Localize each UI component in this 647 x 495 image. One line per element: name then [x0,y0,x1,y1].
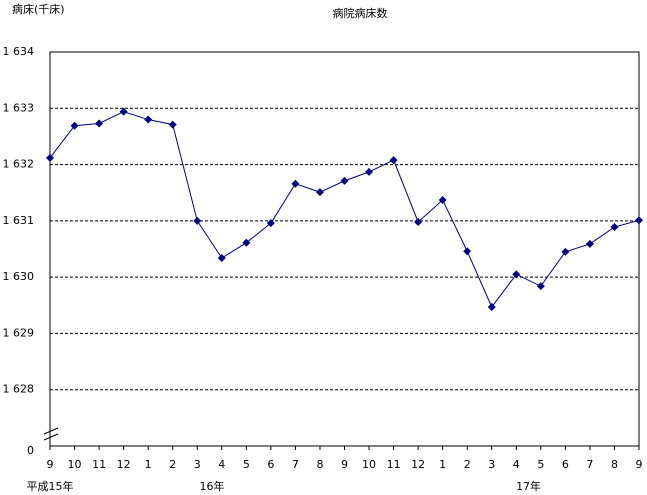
year-label: 16年 [199,479,224,493]
data-point [70,121,79,130]
data-point [463,247,472,256]
y-tick-label: 1 628 [3,383,35,396]
y-tick-label: 1 634 [3,45,35,58]
x-tick-label: 3 [194,458,201,471]
data-point [438,196,447,205]
x-tick-label: 9 [636,458,643,471]
data-point [193,216,202,225]
data-point [119,107,128,116]
x-tick-label: 2 [464,458,471,471]
data-point [365,167,374,176]
y-tick-label: 1 631 [3,214,35,227]
x-tick-label: 12 [411,458,425,471]
data-point [315,188,324,197]
x-tick-label: 9 [47,458,54,471]
data-point [512,270,521,279]
x-tick-label: 4 [513,458,520,471]
x-tick-label: 11 [92,458,106,471]
data-point [340,176,349,185]
x-tick-label: 7 [586,458,593,471]
data-point [585,239,594,248]
x-tick-label: 10 [68,458,82,471]
x-tick-label: 5 [243,458,250,471]
x-tick-label: 1 [439,458,446,471]
x-tick-label: 3 [488,458,495,471]
x-tick-label: 6 [267,458,274,471]
x-tick-label: 2 [169,458,176,471]
data-point [561,247,570,256]
data-point [168,120,177,129]
data-point [635,216,643,225]
data-point [487,302,496,311]
x-tick-label: 10 [362,458,376,471]
y-tick-label: 1 629 [3,326,35,339]
data-point [610,223,619,232]
x-tick-label: 7 [292,458,299,471]
data-point [291,179,300,188]
data-point [414,217,423,226]
y-tick-label: 1 630 [3,270,35,283]
x-tick-label: 12 [117,458,131,471]
year-label: 17年 [516,479,541,493]
x-tick-label: 9 [341,458,348,471]
x-tick-label: 1 [145,458,152,471]
data-point [389,156,398,165]
year-label: 平成15年 [27,479,74,493]
data-point [536,282,545,291]
plot-frame [49,51,640,447]
series-line [49,111,640,308]
x-tick-label: 8 [611,458,618,471]
data-point [46,153,54,162]
x-tick-label: 4 [218,458,225,471]
y-origin-label: 0 [27,444,34,457]
y-axis-label: 病床(千床) [12,2,65,16]
data-point [95,119,104,128]
y-tick-label: 1 633 [3,101,35,114]
x-tick-label: 11 [387,458,401,471]
chart-title: 病院病床数 [333,6,388,20]
y-tick-label: 1 632 [3,158,35,171]
data-point [266,219,275,228]
x-tick-label: 5 [537,458,544,471]
x-tick-label: 6 [562,458,569,471]
data-point [144,115,153,124]
x-tick-label: 8 [316,458,323,471]
data-point [217,254,226,263]
axis-break [43,427,59,441]
data-point [242,238,251,247]
